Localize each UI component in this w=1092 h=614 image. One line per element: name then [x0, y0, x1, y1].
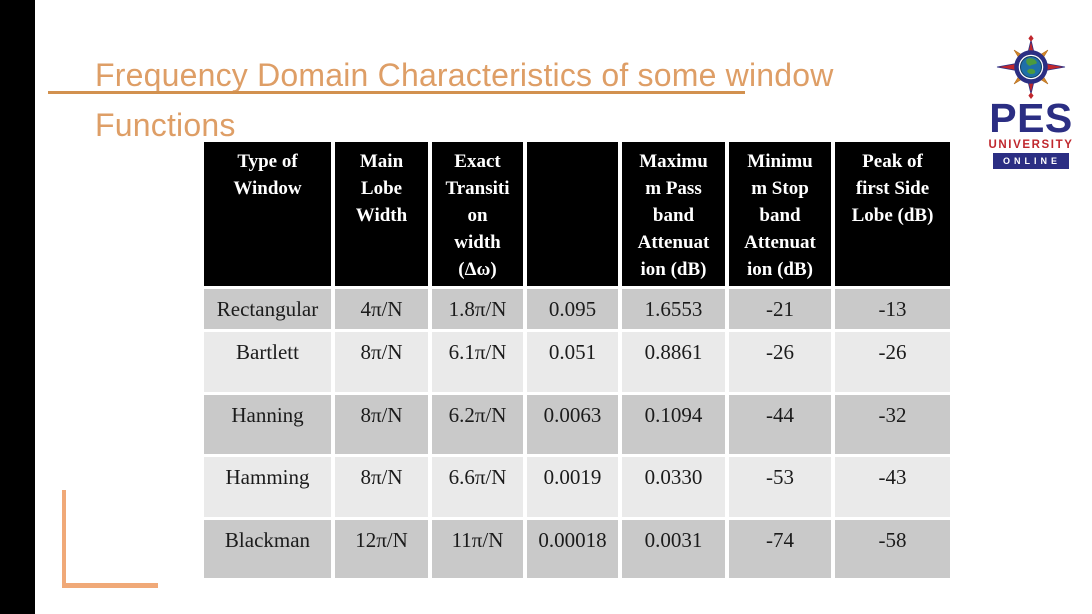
- cell-transition-width: 11π/N: [430, 516, 527, 578]
- cell-stopband: -53: [727, 453, 835, 518]
- cell-passband: 1.6553: [620, 285, 729, 330]
- header-type-of-window: Type of Window: [204, 142, 335, 287]
- header-max-passband-attenuation: Maximu m Pass band Attenuat ion (dB): [620, 142, 729, 287]
- cell-window-name: Hanning: [204, 391, 335, 455]
- window-characteristics-table: Type of Window Main Lobe Width Exact Tra…: [204, 142, 950, 578]
- cell-passband: 0.8861: [620, 328, 729, 393]
- cell-transition-width: 1.8π/N: [430, 285, 527, 330]
- title-underline: [48, 91, 745, 94]
- cell-stopband: -74: [727, 516, 835, 578]
- table-header-row: Type of Window Main Lobe Width Exact Tra…: [204, 142, 950, 287]
- cell-main-lobe: 8π/N: [333, 391, 432, 455]
- cell-value: 0.0063: [525, 391, 622, 455]
- cell-main-lobe: 4π/N: [333, 285, 432, 330]
- left-black-bar: [0, 0, 35, 614]
- header-exact-transition-width: Exact Transiti on width (Δω): [430, 142, 527, 287]
- cell-window-name: Hamming: [204, 453, 335, 518]
- page-title: Frequency Domain Characteristics of some…: [95, 50, 965, 150]
- cell-side-lobe: -58: [833, 516, 950, 578]
- cell-main-lobe: 8π/N: [333, 453, 432, 518]
- cell-transition-width: 6.2π/N: [430, 391, 527, 455]
- header-min-stopband-attenuation: Minimu m Stop band Attenuat ion (dB): [727, 142, 835, 287]
- page-title-line1: Frequency Domain Characteristics of some…: [95, 57, 834, 93]
- table-row-rectangular: Rectangular 4π/N 1.8π/N 0.095 1.6553 -21…: [204, 285, 950, 330]
- table-row-blackman: Blackman 12π/N 11π/N 0.00018 0.0031 -74 …: [204, 516, 950, 578]
- cell-transition-width: 6.6π/N: [430, 453, 527, 518]
- cell-window-name: Rectangular: [204, 285, 335, 330]
- logo-pes-text: PES: [989, 95, 1073, 141]
- cell-side-lobe: -13: [833, 285, 950, 330]
- cell-side-lobe: -32: [833, 391, 950, 455]
- cell-passband: 0.0031: [620, 516, 729, 578]
- cell-main-lobe: 8π/N: [333, 328, 432, 393]
- header-peak-first-side-lobe: Peak of first Side Lobe (dB): [833, 142, 950, 287]
- logo-university-text: UNIVERSITY: [988, 139, 1074, 151]
- cell-main-lobe: 12π/N: [333, 516, 432, 578]
- cell-passband: 0.1094: [620, 391, 729, 455]
- cell-window-name: Bartlett: [204, 328, 335, 393]
- cell-value: 0.095: [525, 285, 622, 330]
- cell-stopband: -44: [727, 391, 835, 455]
- logo-online-badge: ONLINE: [992, 153, 1069, 169]
- page-title-line2: Functions: [95, 107, 236, 143]
- cell-stopband: -21: [727, 285, 835, 330]
- cell-side-lobe: -26: [833, 328, 950, 393]
- cell-passband: 0.0330: [620, 453, 729, 518]
- cell-value: 0.051: [525, 328, 622, 393]
- cell-transition-width: 6.1π/N: [430, 328, 527, 393]
- compass-globe-icon: [996, 35, 1066, 99]
- cell-window-name: Blackman: [204, 516, 335, 578]
- cell-side-lobe: -43: [833, 453, 950, 518]
- table-row-hamming: Hamming 8π/N 6.6π/N 0.0019 0.0330 -53 -4…: [204, 453, 950, 518]
- pes-university-logo: PES UNIVERSITY ONLINE: [980, 34, 1082, 169]
- table-row-bartlett: Bartlett 8π/N 6.1π/N 0.051 0.8861 -26 -2…: [204, 328, 950, 393]
- cell-value: 0.0019: [525, 453, 622, 518]
- header-empty: [525, 142, 622, 287]
- table-row-hanning: Hanning 8π/N 6.2π/N 0.0063 0.1094 -44 -3…: [204, 391, 950, 455]
- cell-stopband: -26: [727, 328, 835, 393]
- corner-decoration-vertical: [62, 490, 66, 588]
- cell-value: 0.00018: [525, 516, 622, 578]
- header-main-lobe-width: Main Lobe Width: [333, 142, 432, 287]
- corner-decoration-horizontal: [62, 583, 158, 588]
